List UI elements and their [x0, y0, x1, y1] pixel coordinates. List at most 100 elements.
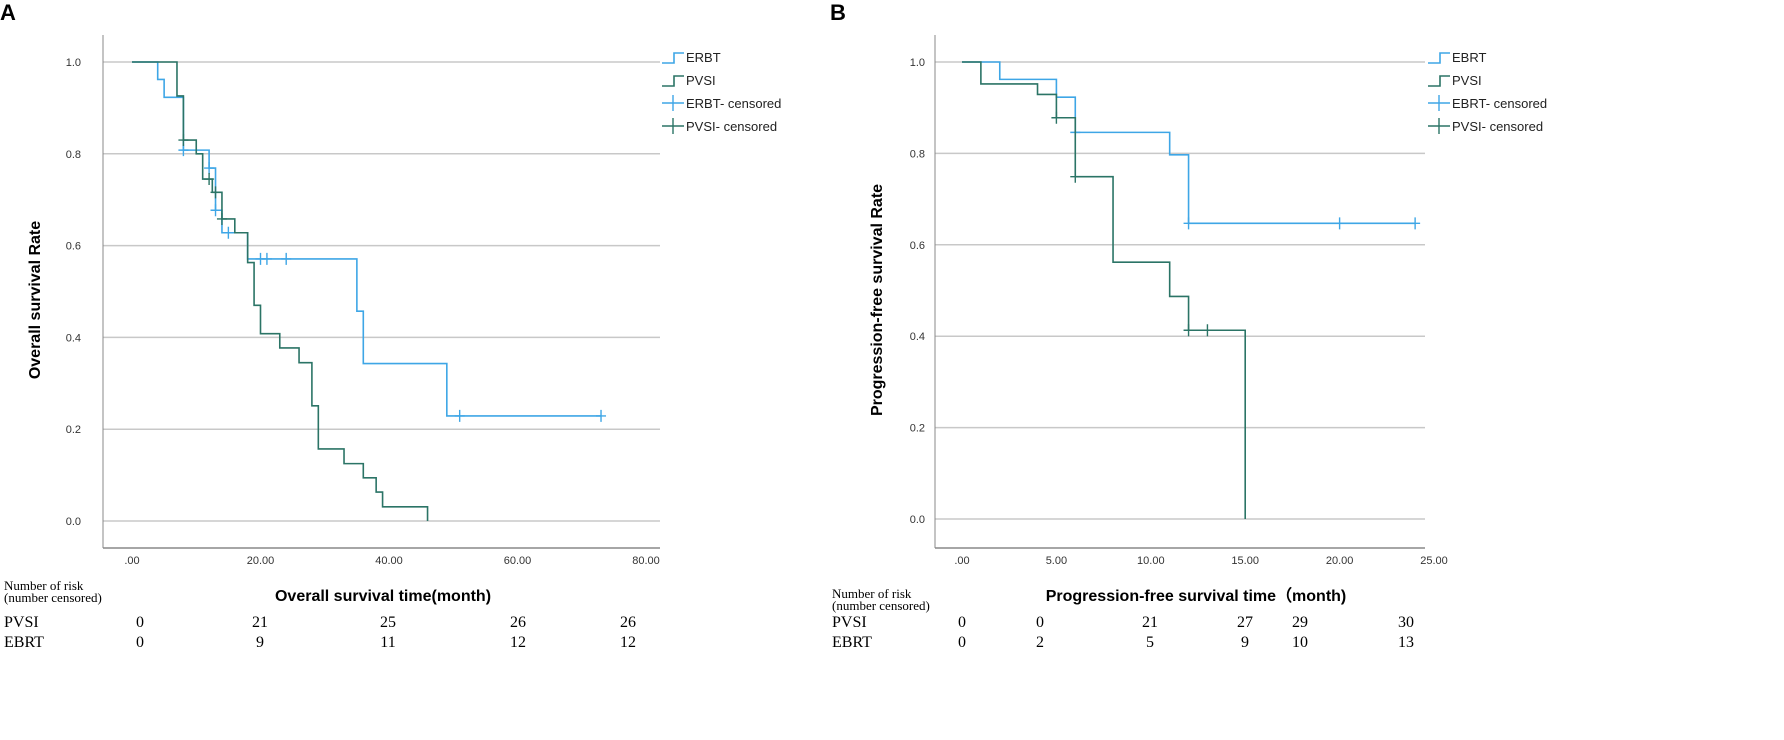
panel-a: A 0.0 0.2 0.4 0.6 0.8 1.0 .00 20.00 40.00 60.00 80.… [0, 0, 781, 651]
legend-step-icon [662, 75, 684, 87]
x-tick-label: 40.00 [375, 555, 403, 567]
legend-step-icon [1428, 52, 1450, 64]
y-tick-label: 0.6 [66, 241, 81, 253]
legend-label: PVSI [1452, 73, 1482, 88]
legend-label: PVSI- censored [1452, 119, 1543, 134]
y-axis-title: Overall survival Rate [27, 221, 44, 379]
censor-mark-pvsi [1051, 111, 1062, 124]
risk-cell: 2 [1036, 634, 1044, 651]
x-tick-label: 5.00 [1046, 555, 1067, 567]
survival-curve-erbt [132, 61, 602, 417]
risk-cell: 13 [1398, 634, 1414, 651]
risk-cell: 9 [1241, 634, 1249, 651]
panel-label: A [0, 0, 16, 25]
y-tick-label: 0.2 [66, 424, 81, 436]
risk-cell: 26 [510, 614, 526, 631]
legend-label: ERBT [686, 50, 721, 65]
risk-table: Number of risk(number censored)PVSI 0 0 21 2… [832, 586, 1414, 651]
legend-item: ERBT [662, 50, 721, 65]
y-tick-label: 1.0 [910, 57, 925, 69]
risk-cell: 0 [136, 634, 144, 651]
legend-label: EBRT- censored [1452, 96, 1547, 111]
risk-cell: 0 [958, 614, 966, 631]
legend-censor-icon [1428, 118, 1450, 134]
censor-mark-ebrt [1410, 217, 1421, 230]
censor-mark-erbt [281, 252, 292, 265]
censor-mark-pvsi [1183, 324, 1194, 337]
risk-cell: 0 [1036, 614, 1044, 631]
risk-cell: 5 [1146, 634, 1154, 651]
panel-label: B [830, 0, 846, 25]
y-tick-label: 0.4 [66, 332, 81, 344]
survival-curve-ebrt [962, 61, 1416, 225]
censor-mark-ebrt [1183, 217, 1194, 230]
risk-cell: 0 [136, 614, 144, 631]
y-tick-label: 0.0 [910, 514, 925, 526]
censor-mark-pvsi [1070, 170, 1081, 183]
legend-label: PVSI [686, 73, 716, 88]
censor-mark-ebrt [1334, 217, 1345, 230]
x-tick-label: 15.00 [1231, 555, 1259, 567]
legend-censor-icon [1428, 95, 1450, 111]
risk-cell: 21 [252, 614, 268, 631]
risk-cell: 10 [1292, 634, 1308, 651]
legend-label: PVSI- censored [686, 119, 777, 134]
x-tick-label: .00 [954, 555, 969, 567]
risk-cell: 30 [1398, 614, 1414, 631]
censor-mark-pvsi [216, 212, 227, 225]
y-tick-label: 0.4 [910, 331, 925, 343]
y-tick-label: 1.0 [66, 57, 81, 69]
risk-table-header: Number of risk [832, 586, 912, 601]
legend-item: EBRT- censored [1428, 95, 1547, 111]
risk-cell: 26 [620, 614, 636, 631]
risk-cell: 25 [380, 614, 396, 631]
legend-step-icon [662, 52, 684, 64]
legend-label: ERBT- censored [686, 96, 781, 111]
legend-step-icon [1428, 75, 1450, 87]
censor-mark-erbt [223, 226, 234, 239]
x-tick-label: 10.00 [1137, 555, 1165, 567]
y-axis-title: Progression-free survival Rate [869, 184, 886, 416]
legend-item: PVSI [662, 73, 716, 88]
survival-curve-pvsi [962, 61, 1246, 519]
censor-mark-pvsi [210, 186, 221, 199]
survival-curve-pvsi [132, 61, 429, 521]
x-axis-title: Overall survival time(month) [275, 588, 491, 605]
risk-table-header: Number of risk [4, 578, 84, 593]
legend-item: PVSI- censored [1428, 118, 1543, 134]
x-tick-label: 80.00 [632, 555, 660, 567]
y-tick-label: 0.8 [910, 148, 925, 160]
risk-cell: 29 [1292, 614, 1308, 631]
risk-table: Number of risk(number censored) PVSI 0 21 25… [4, 578, 636, 651]
x-tick-label: 20.00 [247, 555, 275, 567]
risk-table-subheader: (number censored) [832, 598, 930, 613]
legend-item: PVSI- censored [662, 118, 777, 134]
censor-mark-erbt [454, 409, 465, 422]
censor-mark-erbt [210, 204, 221, 217]
censor-mark-pvsi [178, 134, 189, 147]
legend-item: EBRT [1428, 50, 1486, 65]
legend-label: EBRT [1452, 50, 1486, 65]
risk-cell: 12 [620, 634, 636, 651]
risk-cell: 27 [1237, 614, 1253, 631]
censor-mark-pvsi [1202, 324, 1213, 337]
y-tick-label: 0.2 [910, 423, 925, 435]
risk-row-label: PVSI [832, 614, 867, 631]
x-tick-label: 60.00 [504, 555, 532, 567]
x-axis-title: Progression-free survival time（month) [1046, 587, 1347, 605]
risk-row-label: PVSI [4, 614, 39, 631]
legend-item: ERBT- censored [662, 95, 781, 111]
censor-mark-pvsi [204, 173, 215, 186]
y-tick-label: 0.6 [910, 240, 925, 252]
risk-cell: 11 [380, 634, 395, 651]
legend-censor-icon [662, 95, 684, 111]
x-tick-label: .00 [124, 555, 139, 567]
censor-mark-erbt [204, 162, 215, 175]
risk-cell: 9 [256, 634, 264, 651]
risk-table-subheader: (number censored) [4, 590, 102, 605]
risk-row-label: EBRT [4, 634, 44, 651]
legend-item: PVSI [1428, 73, 1482, 88]
risk-cell: 0 [958, 634, 966, 651]
risk-row-label: EBRT [832, 634, 872, 651]
risk-cell: 21 [1142, 614, 1158, 631]
